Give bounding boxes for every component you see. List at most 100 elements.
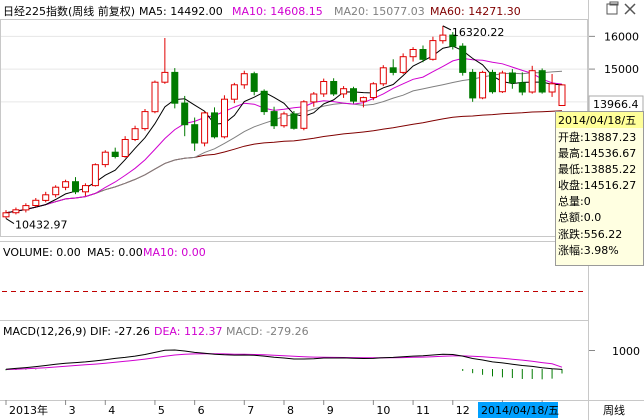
candle-body [72, 181, 79, 193]
macd-chart [5, 349, 563, 380]
price-gridlines [1, 35, 587, 103]
candlestick [528, 65, 536, 94]
candle-body [280, 113, 288, 127]
macd-dif-value: DIF: -27.26 [90, 325, 150, 338]
candle-body [389, 67, 397, 73]
candle-body [409, 49, 417, 58]
time-tick-label: 3 [69, 404, 76, 417]
candle-body [230, 84, 238, 100]
candlestick [260, 89, 268, 115]
candle-body [459, 45, 467, 73]
info-low: 最低:13885.22 [558, 163, 636, 176]
candle-body [498, 72, 506, 93]
volume-ma10-value: MA10: 0.00 [143, 246, 206, 259]
period-label[interactable]: 周线 [603, 403, 625, 417]
time-tick-label: 2013年 [9, 403, 48, 417]
candle-body [369, 83, 377, 99]
min-price-label: 10432.97 [15, 219, 68, 232]
candlestick [12, 207, 20, 215]
candlestick [459, 43, 467, 76]
ma10-line [5, 57, 563, 214]
candle-body [82, 185, 89, 193]
candle-body [429, 40, 437, 60]
time-tick-label: 6 [198, 404, 205, 417]
candle-body [350, 88, 357, 102]
time-tick-label: 5 [158, 404, 165, 417]
candle-body [131, 128, 139, 140]
macd-macd-value: MACD: -279.26 [226, 325, 309, 338]
candlestick [240, 70, 248, 89]
candle-body [121, 139, 129, 157]
candle-body [91, 164, 99, 187]
current-price-marker: 13966.4 [588, 95, 644, 113]
info-open: 开盘:13887.23 [558, 130, 636, 144]
min-price-annotation: 10432.97 [5, 218, 68, 232]
candlestick [379, 65, 387, 87]
macd-title: MACD(12,26,9) [3, 325, 87, 338]
candle-body [270, 111, 278, 127]
candlestick [439, 25, 447, 44]
time-tick-label: 11 [416, 404, 430, 417]
candle-body [221, 98, 228, 138]
candlestick [310, 92, 318, 107]
candlestick [72, 177, 79, 195]
max-price-label: 16320.22 [452, 26, 505, 39]
time-tick-label: 10 [376, 404, 390, 417]
candle-body [439, 34, 447, 42]
restore-icon[interactable] [606, 1, 619, 15]
candlestick [498, 70, 506, 93]
candlestick [111, 147, 119, 159]
candlestick [518, 72, 526, 96]
candle-body [449, 34, 457, 47]
candle-body [22, 205, 30, 211]
candlestick [2, 210, 10, 219]
candle-body [101, 151, 109, 166]
ma10-value: MA10: 14608.15 [232, 5, 323, 18]
candlestick [320, 78, 328, 97]
close-icon[interactable] [624, 3, 636, 15]
candlestick [538, 68, 546, 94]
candle-body [52, 186, 60, 196]
candle-body [141, 111, 149, 130]
candlestick [449, 32, 457, 50]
candle-body [310, 93, 318, 103]
candle-body [300, 101, 308, 129]
candlestick [22, 203, 30, 213]
ma60-value: MA60: 14271.30 [430, 5, 521, 18]
candlestick [330, 78, 338, 96]
time-tick-label: 12 [456, 404, 470, 417]
candlestick [211, 107, 218, 139]
candle-body [191, 124, 199, 144]
candlestick [419, 45, 427, 63]
candlestick [101, 150, 109, 168]
candle-body [399, 56, 407, 73]
candle-body [250, 73, 258, 92]
candlestick [548, 74, 556, 97]
axis-tick-label: 16000 [604, 30, 639, 43]
candle-body [32, 199, 40, 207]
candle-body [469, 71, 477, 99]
candlestick [389, 59, 397, 76]
candlestick [52, 185, 60, 198]
info-change-pct: 涨幅:3.98% [558, 244, 619, 257]
candlestick [508, 69, 516, 89]
candle-body [340, 88, 348, 95]
info-date: 2014/04/18/五 [558, 114, 636, 127]
candle-body [558, 84, 566, 107]
candlestick [230, 82, 238, 104]
candle-body [508, 72, 516, 84]
ma5-value: MA5: 14492.00 [139, 5, 223, 18]
candlestick [62, 179, 70, 191]
time-tick-label: 8 [287, 404, 294, 417]
candlestick [121, 136, 129, 158]
candle-body [379, 67, 387, 85]
candlestick [250, 71, 258, 96]
candle-body [62, 181, 70, 188]
candle-body [518, 82, 526, 93]
candlestick [469, 69, 477, 102]
candle-body [290, 113, 298, 129]
ma20-value: MA20: 15077.03 [334, 5, 425, 18]
candlestick [429, 36, 437, 61]
